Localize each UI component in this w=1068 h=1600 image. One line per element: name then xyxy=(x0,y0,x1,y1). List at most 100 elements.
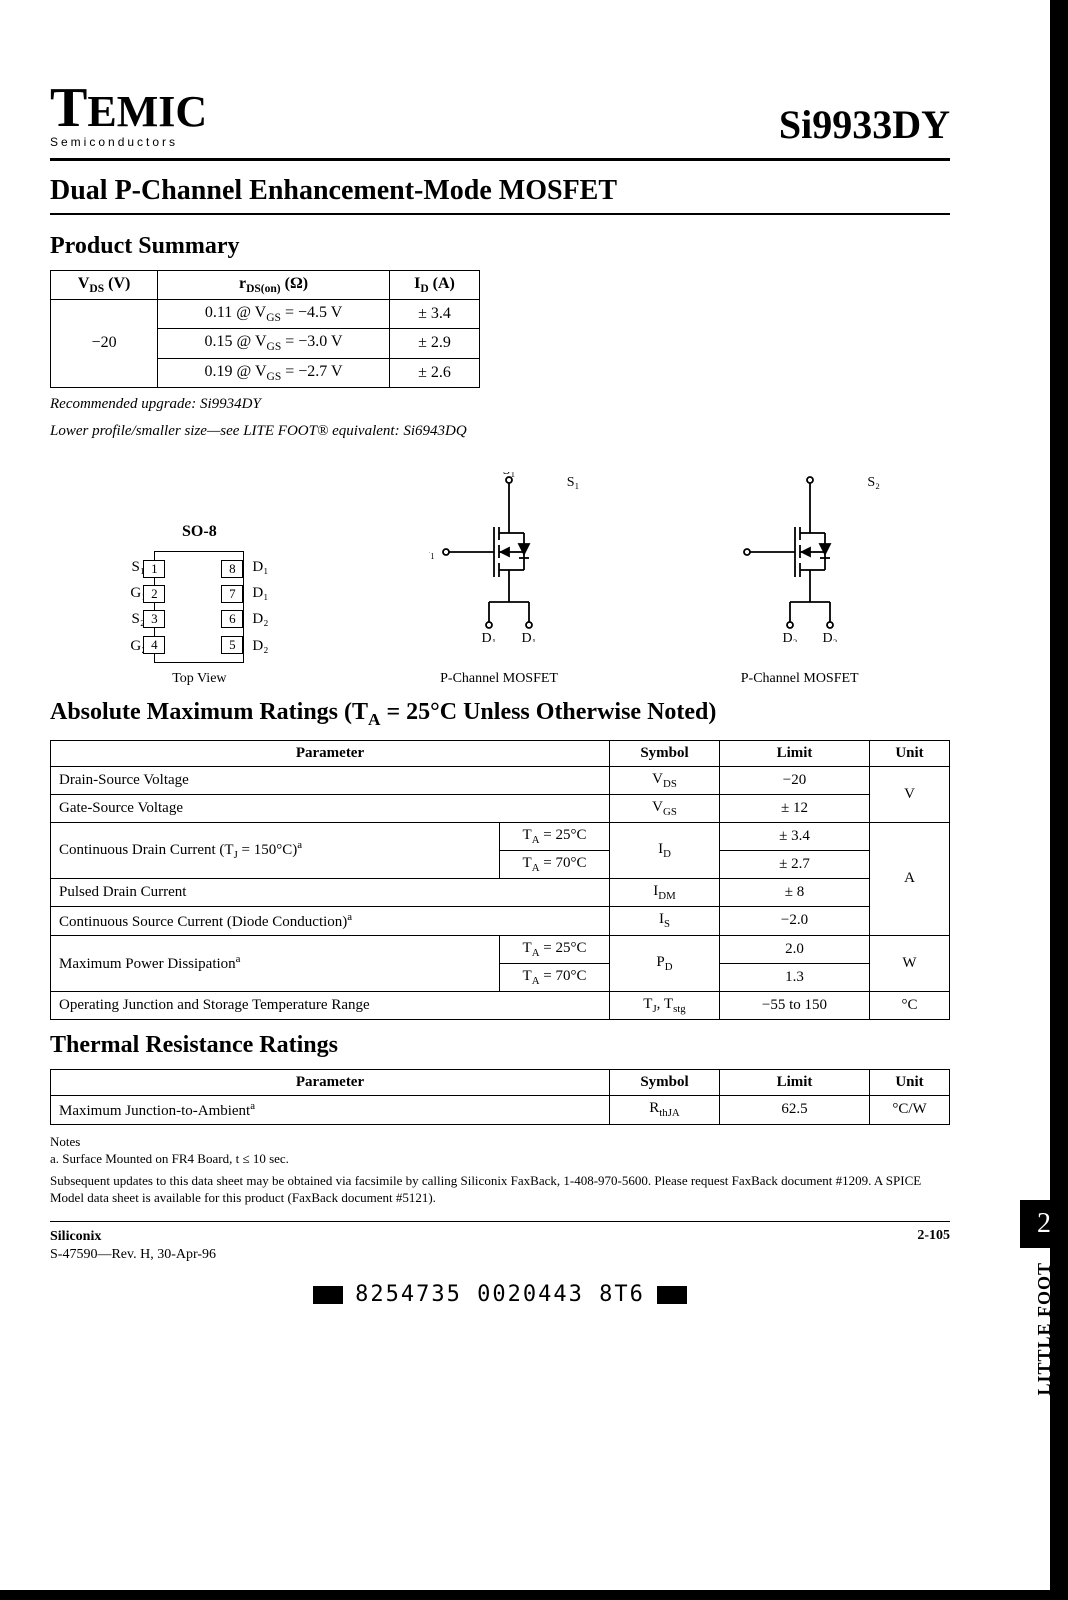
pin-label: D₁ xyxy=(252,585,268,602)
mosfet-symbol-icon: D₂ D₂ xyxy=(730,472,870,642)
divider xyxy=(50,213,950,215)
cell: −20 xyxy=(720,766,870,794)
cell: VDS xyxy=(610,766,720,794)
cell: Gate-Source Voltage xyxy=(51,794,610,822)
col-header: Unit xyxy=(870,740,950,766)
pin-number: 1 xyxy=(143,560,165,578)
footer-brand: Siliconix xyxy=(50,1228,216,1246)
cell: ± 2.9 xyxy=(389,329,479,358)
barcode-block-icon xyxy=(657,1286,687,1304)
cell: IDM xyxy=(610,878,720,906)
section-heading: Absolute Maximum Ratings (TA = 25°C Unle… xyxy=(50,699,950,730)
cell: TA = 70°C xyxy=(500,963,610,991)
abs-max-ratings-table: Parameter Symbol Limit Unit Drain-Source… xyxy=(50,740,950,1020)
equivalent-note: Lower profile/smaller size—see LITE FOOT… xyxy=(50,421,950,442)
package-body: 1 2 3 4 8 7 6 5 xyxy=(154,551,244,663)
recommended-upgrade: Recommended upgrade: Si9934DY xyxy=(50,394,950,415)
col-header: Parameter xyxy=(51,1069,610,1095)
part-number: Si9933DY xyxy=(779,101,950,148)
barcode: 8254735 0020443 8T6 xyxy=(50,1282,950,1307)
cell: Continuous Drain Current (TJ = 150°C)a xyxy=(51,822,500,878)
section-heading: Product Summary xyxy=(50,233,950,260)
cell: ± 3.4 xyxy=(389,300,479,329)
cell: 2.0 xyxy=(720,935,870,963)
cell: ± 2.7 xyxy=(720,850,870,878)
pin-label: D₁ xyxy=(252,559,268,576)
circuit-caption: P-Channel MOSFET xyxy=(730,671,870,687)
cell: Pulsed Drain Current xyxy=(51,878,610,906)
cell: °C/W xyxy=(870,1095,950,1124)
footer: Siliconix S-47590—Rev. H, 30-Apr-96 2-10… xyxy=(50,1221,950,1264)
circuit-diagram-2: D₂ D₂ S₂ P-Channel MOSFET xyxy=(730,472,870,687)
cell: −20 xyxy=(51,300,158,388)
cell: V xyxy=(870,766,950,822)
cell: 0.19 @ VGS = −2.7 V xyxy=(158,358,390,387)
cell: W xyxy=(870,935,950,991)
cell: ID xyxy=(610,822,720,878)
divider xyxy=(50,158,950,161)
col-header: VDS (V) xyxy=(51,271,158,300)
notes: Notes a. Surface Mounted on FR4 Board, t… xyxy=(50,1133,950,1207)
cell: 1.3 xyxy=(720,963,870,991)
cell: TA = 25°C xyxy=(500,935,610,963)
circuit-diagram-1: S₁ G₁ D₁ D₁ S₁ P-Channel MOSFET xyxy=(429,472,569,687)
col-header: ID (A) xyxy=(389,271,479,300)
side-tab-number: 2 xyxy=(1020,1200,1068,1248)
svg-text:D₁: D₁ xyxy=(522,631,537,642)
mosfet-symbol-icon: S₁ G₁ D₁ D₁ xyxy=(429,472,569,642)
col-header: Limit xyxy=(720,1069,870,1095)
pin-number: 6 xyxy=(221,610,243,628)
pin-number: 2 xyxy=(143,585,165,603)
note-a: a. Surface Mounted on FR4 Board, t ≤ 10 … xyxy=(50,1150,950,1168)
cell: 0.11 @ VGS = −4.5 V xyxy=(158,300,390,329)
cell: Maximum Junction-to-Ambienta xyxy=(51,1095,610,1124)
cell: VGS xyxy=(610,794,720,822)
package-caption: Top View xyxy=(130,671,268,687)
package-diagram: SO-8 S₁ G₁ S₂ G₂ 1 2 3 4 8 xyxy=(130,523,268,687)
source-label: S₂ xyxy=(804,475,944,491)
brand-block: TEMIC Semiconductors xyxy=(50,80,207,148)
cell: PD xyxy=(610,935,720,991)
pin-label: D₂ xyxy=(252,638,268,655)
product-summary-table: VDS (V) rDS(on) (Ω) ID (A) −20 0.11 @ VG… xyxy=(50,270,480,388)
diagram-row: SO-8 S₁ G₁ S₂ G₂ 1 2 3 4 8 xyxy=(50,472,950,687)
col-header: Limit xyxy=(720,740,870,766)
cell: 0.15 @ VGS = −3.0 V xyxy=(158,329,390,358)
cell: °C xyxy=(870,991,950,1019)
pin-number: 4 xyxy=(143,636,165,654)
pin-number: 8 xyxy=(221,560,243,578)
cell: −55 to 150 xyxy=(720,991,870,1019)
col-header: rDS(on) (Ω) xyxy=(158,271,390,300)
barcode-block-icon xyxy=(313,1286,343,1304)
cell: ± 12 xyxy=(720,794,870,822)
pin-number: 5 xyxy=(221,636,243,654)
cell: ± 2.6 xyxy=(389,358,479,387)
note-body: Subsequent updates to this data sheet ma… xyxy=(50,1172,950,1207)
cell: 62.5 xyxy=(720,1095,870,1124)
svg-text:D₁: D₁ xyxy=(482,631,497,642)
col-header: Unit xyxy=(870,1069,950,1095)
page-content: TEMIC Semiconductors Si9933DY Dual P-Cha… xyxy=(50,80,950,1307)
svg-text:D₂: D₂ xyxy=(822,631,837,642)
cell: TA = 70°C xyxy=(500,850,610,878)
svg-text:D₂: D₂ xyxy=(782,631,797,642)
col-header: Symbol xyxy=(610,1069,720,1095)
page-title: Dual P-Channel Enhancement-Mode MOSFET xyxy=(50,175,950,207)
thermal-ratings-table: Parameter Symbol Limit Unit Maximum Junc… xyxy=(50,1069,950,1125)
barcode-text: 8254735 0020443 8T6 xyxy=(355,1282,645,1307)
col-header: Symbol xyxy=(610,740,720,766)
footer-revision: S-47590—Rev. H, 30-Apr-96 xyxy=(50,1246,216,1264)
cell: IS xyxy=(610,906,720,935)
notes-title: Notes xyxy=(50,1133,950,1151)
cell: A xyxy=(870,822,950,935)
footer-page: 2-105 xyxy=(917,1228,950,1264)
side-tab: 2 LITTLE FOOT xyxy=(1020,1200,1068,1560)
cell: ± 3.4 xyxy=(720,822,870,850)
circuit-caption: P-Channel MOSFET xyxy=(429,671,569,687)
cell: Operating Junction and Storage Temperatu… xyxy=(51,991,610,1019)
cell: −2.0 xyxy=(720,906,870,935)
cell: ± 8 xyxy=(720,878,870,906)
cell: Drain-Source Voltage xyxy=(51,766,610,794)
cell: Continuous Source Current (Diode Conduct… xyxy=(51,906,610,935)
cell: Maximum Power Dissipationa xyxy=(51,935,500,991)
